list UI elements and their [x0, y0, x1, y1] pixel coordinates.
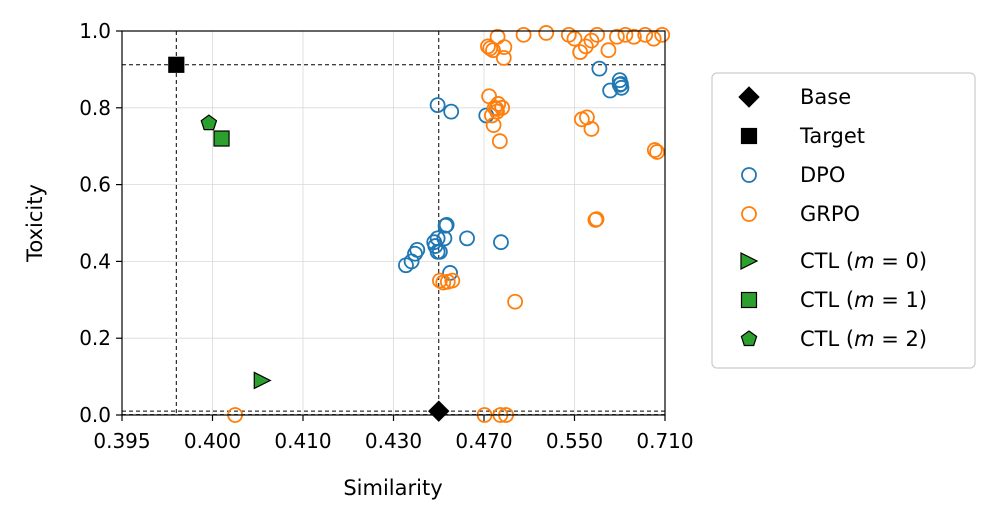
- data-point: [485, 117, 502, 133]
- series-target: [168, 56, 185, 73]
- data-point: [493, 234, 509, 251]
- data-point: [515, 26, 532, 43]
- data-point: [617, 26, 634, 43]
- x-axis: 0.395 0.400 0.410 0.430 0.470 0.550 0.710: [93, 415, 694, 453]
- legend-label-eq: = 2): [875, 327, 928, 351]
- data-point: [646, 142, 663, 158]
- data-point: [168, 56, 185, 73]
- data-point: [579, 109, 595, 126]
- data-point: [589, 26, 606, 43]
- legend-marker: [738, 86, 760, 108]
- x-tick-label: 0.710: [636, 429, 693, 453]
- data-point: [253, 371, 272, 390]
- legend-label-var: m: [854, 327, 874, 351]
- legend-label-var: m: [854, 288, 874, 312]
- data-point: [566, 30, 583, 47]
- y-axis: 0.0 0.2 0.4 0.6 0.8 1.0: [79, 19, 122, 427]
- data-points: [168, 25, 671, 423]
- data-point: [507, 293, 524, 310]
- data-point: [538, 25, 555, 41]
- data-point: [637, 26, 654, 43]
- legend-marker: [740, 291, 758, 309]
- data-point: [611, 76, 628, 93]
- legend-label-prefix: CTL (: [800, 327, 854, 351]
- y-tick-label: 0.0: [79, 403, 111, 427]
- x-tick-label: 0.410: [274, 429, 331, 453]
- legend-marker: [741, 206, 757, 222]
- legend-marker: [740, 252, 759, 270]
- x-tick-label: 0.550: [546, 429, 603, 453]
- y-tick-label: 1.0: [79, 19, 111, 43]
- data-point: [491, 133, 508, 150]
- data-point: [444, 272, 461, 289]
- legend-label-prefix: CTL (: [800, 288, 854, 312]
- x-tick-label: 0.395: [93, 429, 150, 453]
- data-point: [609, 28, 625, 45]
- data-point: [625, 28, 642, 45]
- series-ctl-m-0: [253, 371, 272, 390]
- legend-label-eq: = 1): [875, 288, 928, 312]
- legend-label-var: m: [854, 249, 874, 273]
- legend-label-base: Base: [800, 85, 851, 109]
- data-point: [431, 272, 448, 289]
- y-tick-label: 0.6: [79, 173, 111, 197]
- data-point: [654, 26, 671, 43]
- data-point: [486, 99, 503, 116]
- data-point: [495, 49, 512, 66]
- legend-markers: [738, 86, 760, 347]
- data-point: [437, 217, 454, 234]
- data-point: [398, 257, 414, 274]
- y-axis-label: Toxicity: [23, 184, 47, 263]
- data-point: [496, 39, 513, 56]
- y-tick-label: 0.8: [79, 96, 111, 120]
- legend-marker: [741, 167, 757, 183]
- series-ctl-m-1: [213, 130, 230, 147]
- data-point: [480, 38, 496, 55]
- legend: Base Target DPO GRPO CTL (m = 0) CTL (m …: [711, 72, 976, 369]
- data-point: [583, 32, 600, 49]
- legend-label-grpo: GRPO: [800, 202, 860, 226]
- data-point: [588, 211, 605, 228]
- data-point: [426, 234, 443, 251]
- x-tick-label: 0.430: [365, 429, 422, 453]
- x-axis-label: Similarity: [343, 476, 442, 500]
- data-point: [494, 99, 511, 116]
- legend-label-ctl-m1: CTL (m = 1): [800, 288, 927, 312]
- data-point: [428, 400, 450, 422]
- data-point: [649, 144, 665, 160]
- data-point: [600, 42, 617, 59]
- data-point: [489, 28, 506, 45]
- legend-label-target: Target: [799, 124, 865, 148]
- data-point: [459, 230, 475, 247]
- series-grpo: [227, 25, 671, 423]
- legend-label-prefix: CTL (: [800, 249, 854, 273]
- data-point: [645, 30, 662, 47]
- series-base: [428, 400, 450, 422]
- data-point: [488, 101, 505, 117]
- series-ctl-m-2: [200, 114, 218, 131]
- data-point: [591, 60, 608, 77]
- data-point: [577, 38, 594, 55]
- data-point: [443, 103, 460, 120]
- data-point: [572, 44, 589, 61]
- legend-label-ctl-m0: CTL (m = 0): [800, 249, 927, 273]
- y-tick-label: 0.2: [79, 326, 111, 350]
- data-point: [407, 245, 423, 262]
- data-point: [429, 97, 446, 114]
- legend-label-dpo: DPO: [800, 163, 845, 187]
- y-tick-label: 0.4: [79, 249, 111, 273]
- x-tick-label: 0.400: [184, 429, 241, 453]
- x-tick-label: 0.470: [455, 429, 512, 453]
- grid: [122, 31, 665, 415]
- series-dpo: [398, 60, 630, 281]
- legend-marker: [740, 330, 758, 347]
- legend-marker: [740, 127, 758, 145]
- data-point: [213, 130, 230, 147]
- legend-label-eq: = 0): [875, 249, 928, 273]
- legend-frame: [711, 72, 976, 369]
- legend-label-ctl-m2: CTL (m = 2): [800, 327, 927, 351]
- data-point: [200, 114, 218, 131]
